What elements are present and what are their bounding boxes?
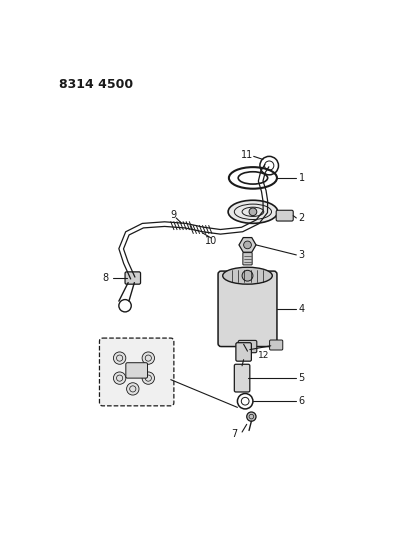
Circle shape [249, 208, 257, 216]
Text: 2: 2 [298, 213, 305, 223]
FancyBboxPatch shape [276, 210, 293, 221]
FancyBboxPatch shape [234, 364, 250, 392]
Text: 12: 12 [258, 351, 269, 360]
Circle shape [244, 241, 251, 249]
Circle shape [242, 270, 253, 281]
Circle shape [142, 352, 154, 364]
Text: 8314 4500: 8314 4500 [59, 78, 133, 91]
FancyBboxPatch shape [126, 363, 148, 378]
Text: 4: 4 [298, 304, 305, 314]
FancyBboxPatch shape [218, 271, 277, 346]
Text: 3: 3 [298, 250, 305, 260]
Circle shape [113, 372, 126, 384]
FancyBboxPatch shape [99, 338, 174, 406]
Circle shape [247, 412, 256, 421]
Text: 11: 11 [241, 150, 253, 160]
Text: 7: 7 [231, 429, 237, 439]
Circle shape [113, 352, 126, 364]
FancyBboxPatch shape [270, 340, 283, 350]
FancyBboxPatch shape [236, 343, 251, 361]
Ellipse shape [228, 200, 278, 223]
Text: 10: 10 [205, 236, 217, 246]
Circle shape [126, 383, 139, 395]
Ellipse shape [223, 267, 272, 284]
Circle shape [142, 372, 154, 384]
FancyBboxPatch shape [125, 272, 140, 284]
Text: 6: 6 [298, 396, 305, 406]
Text: 1: 1 [298, 173, 305, 183]
Text: 5: 5 [298, 373, 305, 383]
Text: 9: 9 [170, 210, 176, 220]
FancyBboxPatch shape [243, 253, 252, 265]
Text: 8: 8 [103, 273, 109, 283]
FancyBboxPatch shape [238, 341, 257, 353]
